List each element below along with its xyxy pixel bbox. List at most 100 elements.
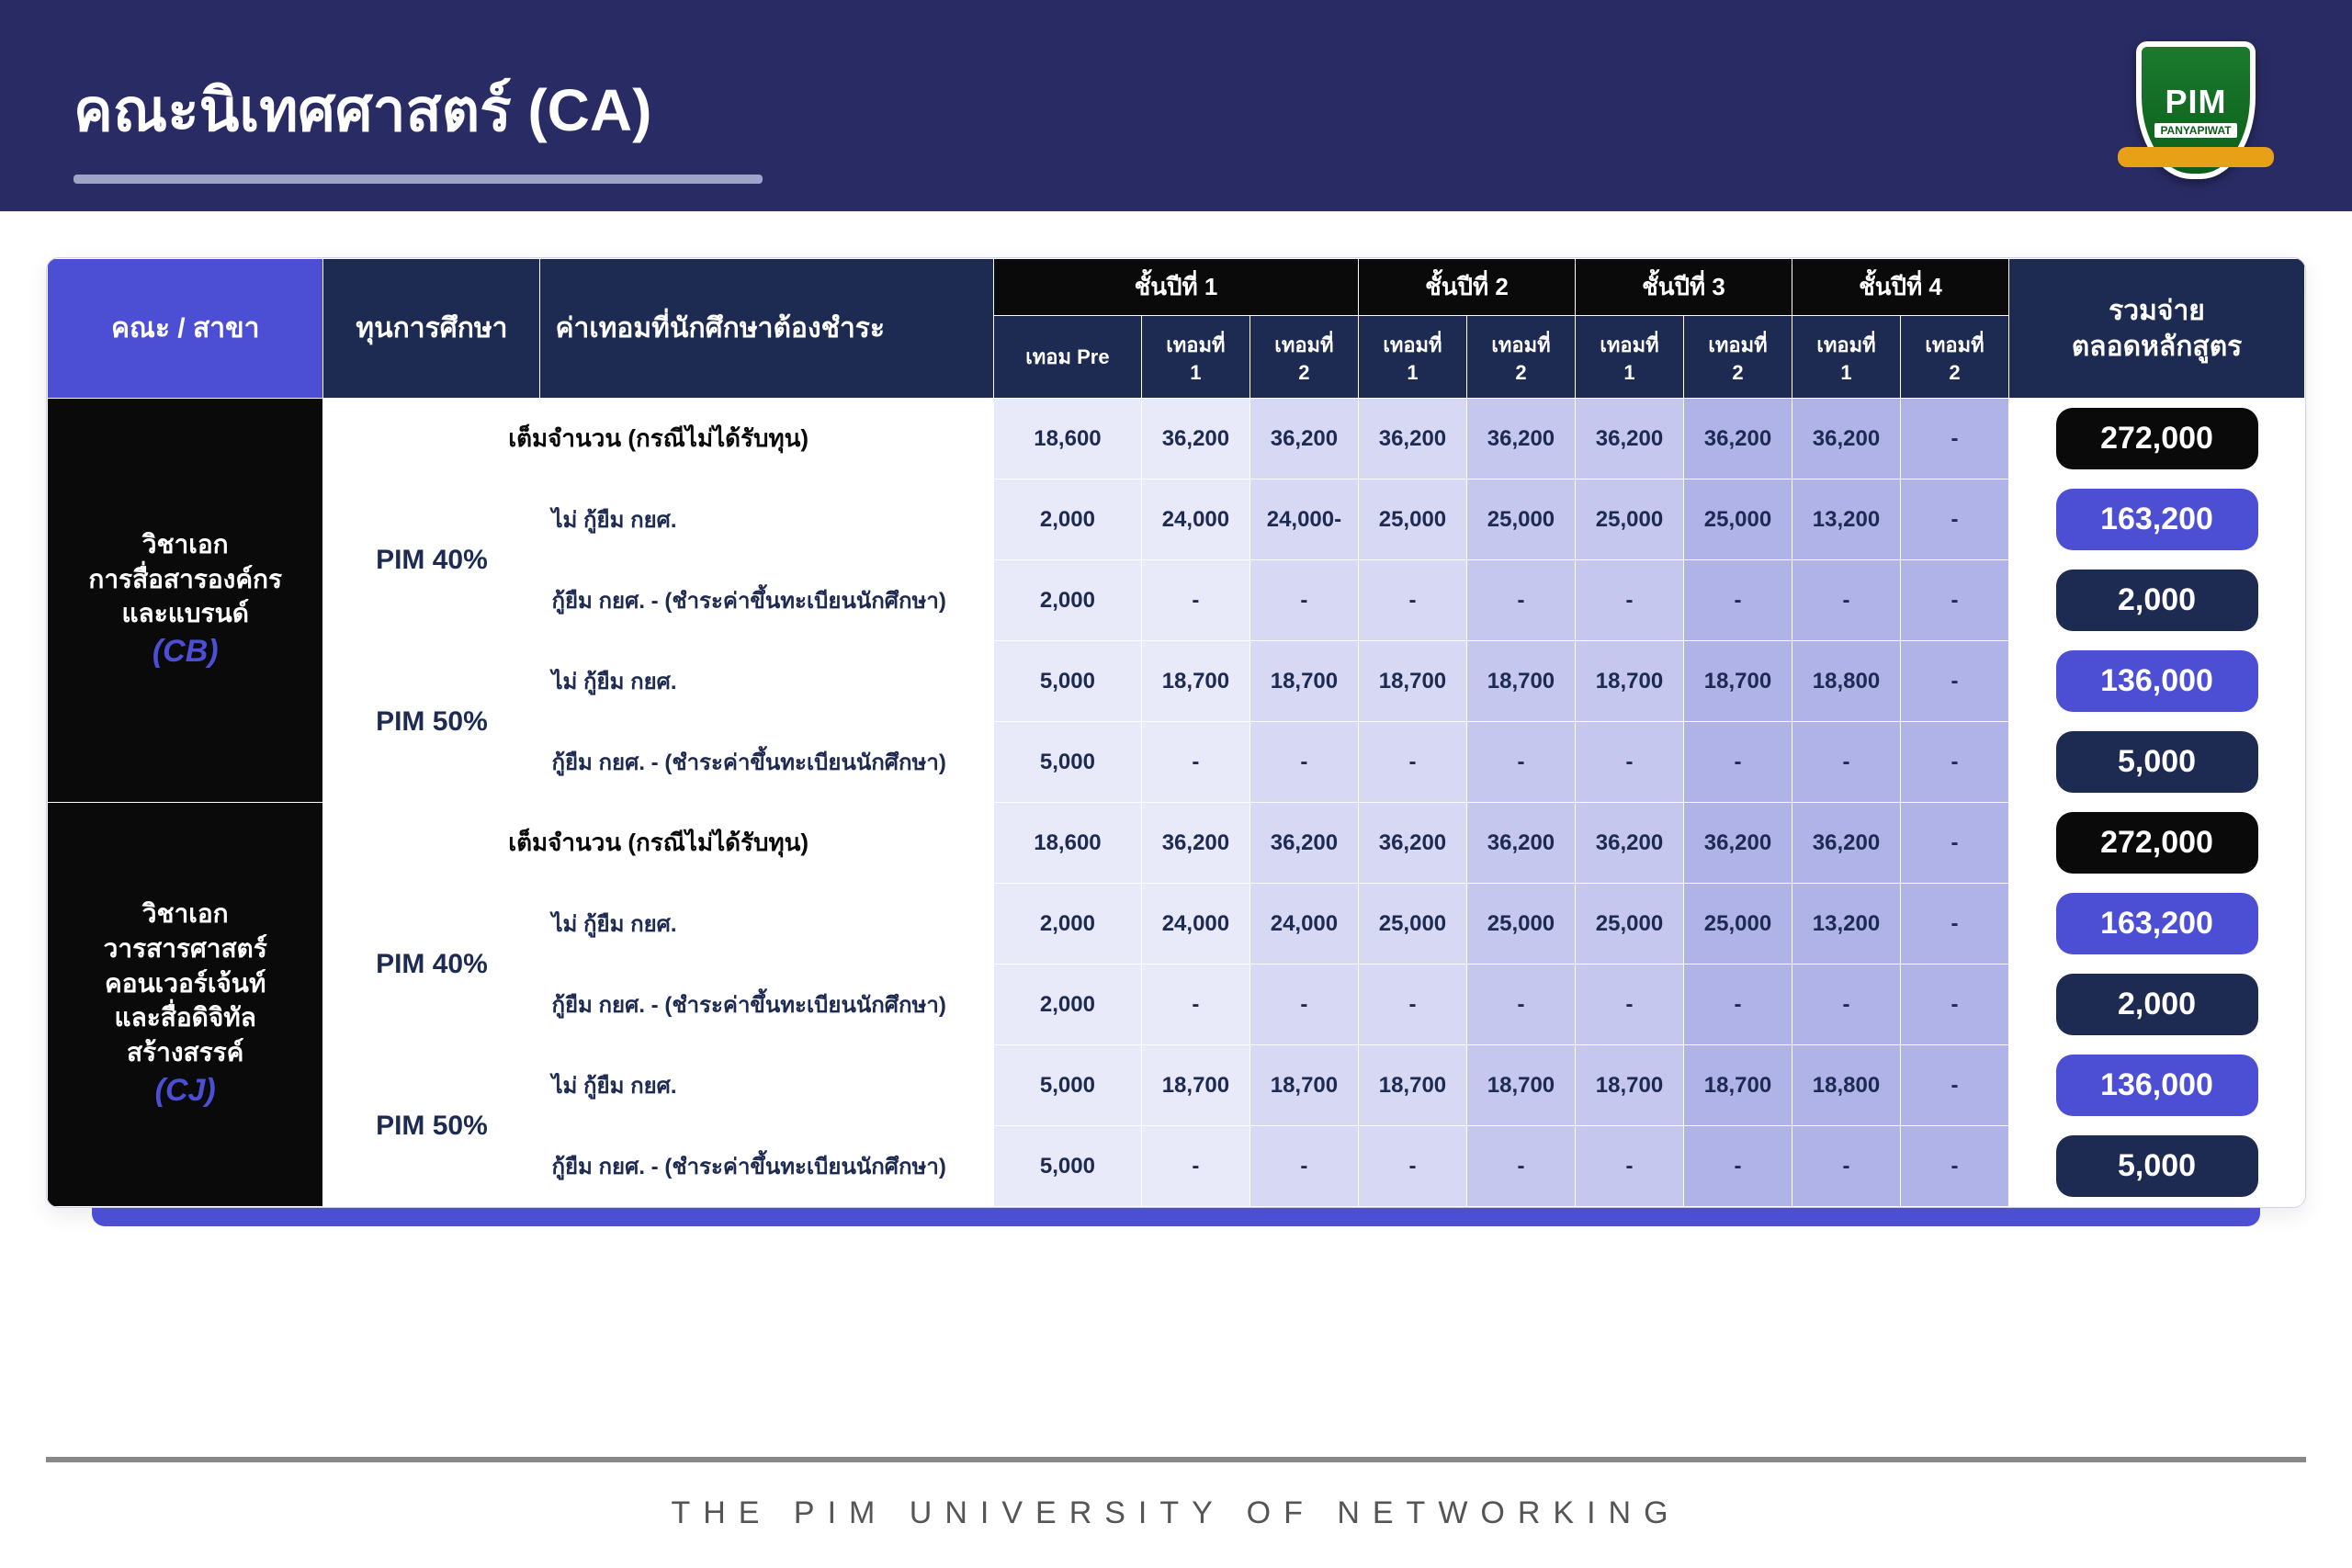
fee-cell: 25,000 [1358,884,1466,964]
fee-cell: 36,200 [1792,399,1901,479]
pay-loan: กู้ยืม กยศ. - (ชำระค่าขึ้นทะเบียนนักศึกษ… [540,1126,994,1207]
total-cell: 2,000 [2009,964,2305,1045]
fee-cell: 18,600 [993,399,1141,479]
fee-cell: 25,000 [1466,479,1575,560]
table-row: PIM 50% ไม่ กู้ยืม กยศ. 5,00018,70018,70… [48,1045,2305,1126]
fee-cell: 13,200 [1792,884,1901,964]
fee-cell: 18,700 [1683,1045,1792,1126]
fee-cell: 25,000 [1575,884,1683,964]
th-payment: ค่าเทอมที่นักศึกษาต้องชำระ [540,259,994,399]
total-pill: 136,000 [2056,1055,2258,1116]
fee-cell: - [1683,1126,1792,1207]
th-scholarship: ทุนการศึกษา [323,259,540,399]
fee-cell: 2,000 [993,964,1141,1045]
fee-cell: 36,200 [1250,803,1358,884]
major-cb: วิชาเอกการสื่อสารองค์กรและแบรนด์(CB) [48,399,323,803]
fee-cell: 36,200 [1575,399,1683,479]
fee-cell: 25,000 [1683,884,1792,964]
fee-cell: 24,000 [1250,884,1358,964]
total-pill: 5,000 [2056,1135,2258,1197]
fee-cell: 18,700 [1358,1045,1466,1126]
fee-cell: 25,000 [1466,884,1575,964]
fee-cell: - [1141,1126,1250,1207]
fee-cell: - [1901,479,2009,560]
table-row: PIM 40% ไม่ กู้ยืม กยศ. 2,00024,00024,00… [48,479,2305,560]
ribbon-icon [2118,147,2274,167]
th-total: รวมจ่าย ตลอดหลักสูตร [2009,259,2305,399]
total-pill: 272,000 [2056,812,2258,874]
fee-cell: 18,700 [1250,1045,1358,1126]
fee-cell: 18,700 [1683,641,1792,722]
fee-cell: 18,700 [1358,641,1466,722]
fee-cell: - [1466,1126,1575,1207]
fee-cell: 36,200 [1466,803,1575,884]
fee-cell: 24,000 [1141,479,1250,560]
fee-cell: 36,200 [1250,399,1358,479]
th-pre: เทอม Pre [993,316,1141,399]
fee-cell: 36,200 [1792,803,1901,884]
fee-cell: 36,200 [1358,399,1466,479]
th-year4: ชั้นปีที่ 4 [1792,259,2009,316]
fee-cell: - [1683,964,1792,1045]
fee-cell: 18,800 [1792,641,1901,722]
page: คณะนิเทศศาสตร์ (CA) PIM PANYAPIWAT [0,0,2352,1568]
fee-cell: - [1250,1126,1358,1207]
fee-cell: 36,200 [1141,803,1250,884]
fee-cell: 18,700 [1575,1045,1683,1126]
fee-table-card: คณะ / สาขา ทุนการศึกษา ค่าเทอมที่นักศึกษ… [46,257,2306,1208]
fee-cell: - [1901,641,2009,722]
fee-cell: - [1250,560,1358,641]
page-title: คณะนิเทศศาสตร์ (CA) [74,63,651,157]
fee-cell: - [1901,399,2009,479]
fee-cell: 5,000 [993,722,1141,803]
fee-cell: 2,000 [993,884,1141,964]
fee-cell: 25,000 [1358,479,1466,560]
fee-cell: - [1792,560,1901,641]
total-cell: 5,000 [2009,722,2305,803]
total-cell: 272,000 [2009,399,2305,479]
scholar-pim40: PIM 40% [323,479,540,641]
table-row: PIM 40% ไม่ กู้ยืม กยศ. 2,00024,00024,00… [48,884,2305,964]
fee-cell: - [1141,560,1250,641]
table-row: วิชาเอกการสื่อสารองค์กรและแบรนด์(CB) เต็… [48,399,2305,479]
total-cell: 163,200 [2009,479,2305,560]
total-pill: 5,000 [2056,731,2258,793]
fee-cell: - [1901,1126,2009,1207]
fee-cell: 18,700 [1141,641,1250,722]
fee-cell: - [1358,560,1466,641]
fee-cell: - [1792,722,1901,803]
table-row: PIM 50% ไม่ กู้ยืม กยศ. 5,00018,70018,70… [48,641,2305,722]
fee-cell: - [1683,560,1792,641]
pim-logo: PIM PANYAPIWAT [2113,37,2278,184]
fee-cell: 36,200 [1141,399,1250,479]
total-cell: 5,000 [2009,1126,2305,1207]
footer-text: THE PIM UNIVERSITY OF NETWORKING [46,1457,2306,1568]
fee-cell: - [1250,964,1358,1045]
accent-bar [92,1208,2260,1226]
total-pill: 163,200 [2056,489,2258,550]
table-row: วิชาเอกวารสารศาสตร์คอนเวอร์เจ้นท์และสื่อ… [48,803,2305,884]
content: คณะ / สาขา ทุนการศึกษา ค่าเทอมที่นักศึกษ… [0,211,2352,1568]
total-cell: 272,000 [2009,803,2305,884]
pay-loan: กู้ยืม กยศ. - (ชำระค่าขึ้นทะเบียนนักศึกษ… [540,964,994,1045]
fee-cell: - [1901,964,2009,1045]
scholar-pim50: PIM 50% [323,1045,540,1207]
fee-cell: 36,200 [1358,803,1466,884]
fee-cell: 25,000 [1683,479,1792,560]
total-cell: 136,000 [2009,641,2305,722]
fee-cell: - [1466,722,1575,803]
title-underline [74,175,763,184]
fee-cell: 36,200 [1683,803,1792,884]
fee-cell: - [1358,964,1466,1045]
fee-cell: 18,700 [1250,641,1358,722]
fee-cell: - [1901,560,2009,641]
total-cell: 2,000 [2009,560,2305,641]
fee-cell: - [1141,722,1250,803]
total-cell: 163,200 [2009,884,2305,964]
th-year3: ชั้นปีที่ 3 [1575,259,1792,316]
header-bar: คณะนิเทศศาสตร์ (CA) PIM PANYAPIWAT [0,0,2352,211]
fee-cell: 2,000 [993,560,1141,641]
th-y4t1: เทอมที่ 1 [1792,316,1901,399]
fee-cell: - [1141,964,1250,1045]
fee-cell: 5,000 [993,1045,1141,1126]
